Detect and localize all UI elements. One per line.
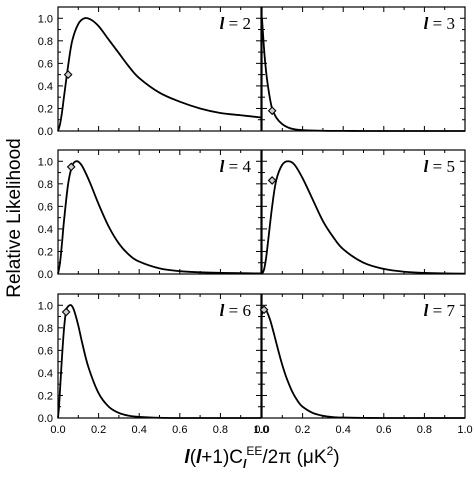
y-tick-label: 0.6 [38,345,53,357]
x-tick-label: 0.4 [336,424,351,436]
x-tick-label: 0.0 [50,424,65,436]
y-tick-label: 0.6 [38,58,53,70]
panel-label: l = 3 [424,14,455,33]
panel-6: 0.0 0.2 0.4 0.6 0.8 1.0 l = 7 [254,293,473,436]
panel-label-var: l [220,157,225,176]
x-tick-label: 0.4 [132,424,147,436]
panel-label: l = 6 [220,301,251,320]
panel-3: 0.0 0.2 0.4 0.6 0.8 1.0 l = 4 [38,149,262,281]
y-tick-label: 0.8 [38,323,53,335]
x-axis-title-part: l [243,457,247,471]
diamond-marker [63,70,73,80]
diamond-marker [267,106,277,116]
panel-label-value: = 3 [428,14,455,33]
panel-label-value: = 6 [224,301,251,320]
panel-label-var: l [220,14,225,33]
x-axis-title-part: EE [246,444,262,458]
y-tick-label: 1.0 [38,13,53,25]
y-tick-label: 1.0 [38,300,53,312]
y-tick-label: 0.6 [38,201,53,213]
y-tick-label: 0.2 [38,390,53,402]
likelihood-curve [261,160,466,275]
panel-label-value: = 4 [224,157,251,176]
x-axis-title: l(l+1)ClEE/2π (μK2) [184,444,339,471]
panel-label-var: l [424,14,429,33]
x-axis-title-part: l [196,447,202,468]
panel-label: l = 4 [220,157,252,176]
x-axis-title-part: ( [190,447,197,468]
panel-label-value: = 7 [428,301,455,320]
x-tick-label: 1.0 [253,424,268,436]
panel-5: 0.0 0.2 0.4 0.6 0.8 1.00.00.20.40.60.81.0 l = … [38,293,269,436]
panel-label-value: = 2 [224,14,251,33]
x-tick-label: 0.6 [376,424,391,436]
x-tick-label: 0.8 [213,424,228,436]
x-axis-title-part: ) [333,447,339,468]
panel-1: 0.0 0.2 0.4 0.6 0.8 1.0 l = 2 [38,6,262,138]
x-axis-title-part: 2 [327,444,334,458]
y-tick-label: 0.2 [38,246,53,258]
likelihood-curve [57,304,261,419]
x-tick-label: 0.8 [417,424,432,436]
x-tick-label: 0.0 [254,424,269,436]
panel-label: l = 2 [220,14,251,33]
y-tick-label: 0.4 [38,81,53,93]
panel-label-var: l [424,301,429,320]
y-axis-title: Relative Likelihood [4,138,25,298]
panel-4: l = 5 [261,149,466,275]
diamond-marker [267,176,277,185]
y-tick-label: 0.8 [38,179,53,191]
y-tick-label: 0.4 [38,368,53,380]
x-tick-label: 0.2 [91,424,106,436]
panel-label: l = 7 [424,301,456,320]
likelihood-curve [57,17,262,132]
likelihood-curve [261,306,465,419]
y-tick-label: 0.0 [38,413,53,425]
diamond-marker [61,307,71,317]
x-axis-title-part: +1)C [201,447,243,468]
y-tick-label: 0.0 [38,269,53,281]
y-tick-label: 0.0 [38,126,53,138]
y-tick-label: 0.2 [38,103,53,115]
panel-label-var: l [424,157,429,176]
panel-label: l = 5 [424,157,455,176]
y-tick-label: 0.4 [38,224,53,236]
x-axis-title-part: l [184,447,190,468]
panel-label-var: l [220,301,225,320]
likelihood-curve [57,160,262,275]
x-tick-label: 1.0 [457,424,472,436]
y-tick-label: 0.8 [38,36,53,48]
diamond-marker [259,305,269,315]
diamond-marker [66,162,76,172]
y-tick-label: 1.0 [38,156,53,168]
panel-2: l = 3 [261,6,466,132]
x-tick-label: 0.2 [295,424,310,436]
likelihood-curve [261,18,465,132]
x-tick-label: 0.6 [172,424,187,436]
x-axis-title-part: /2π (μK [262,447,327,468]
panel-label-value: = 5 [428,157,455,176]
